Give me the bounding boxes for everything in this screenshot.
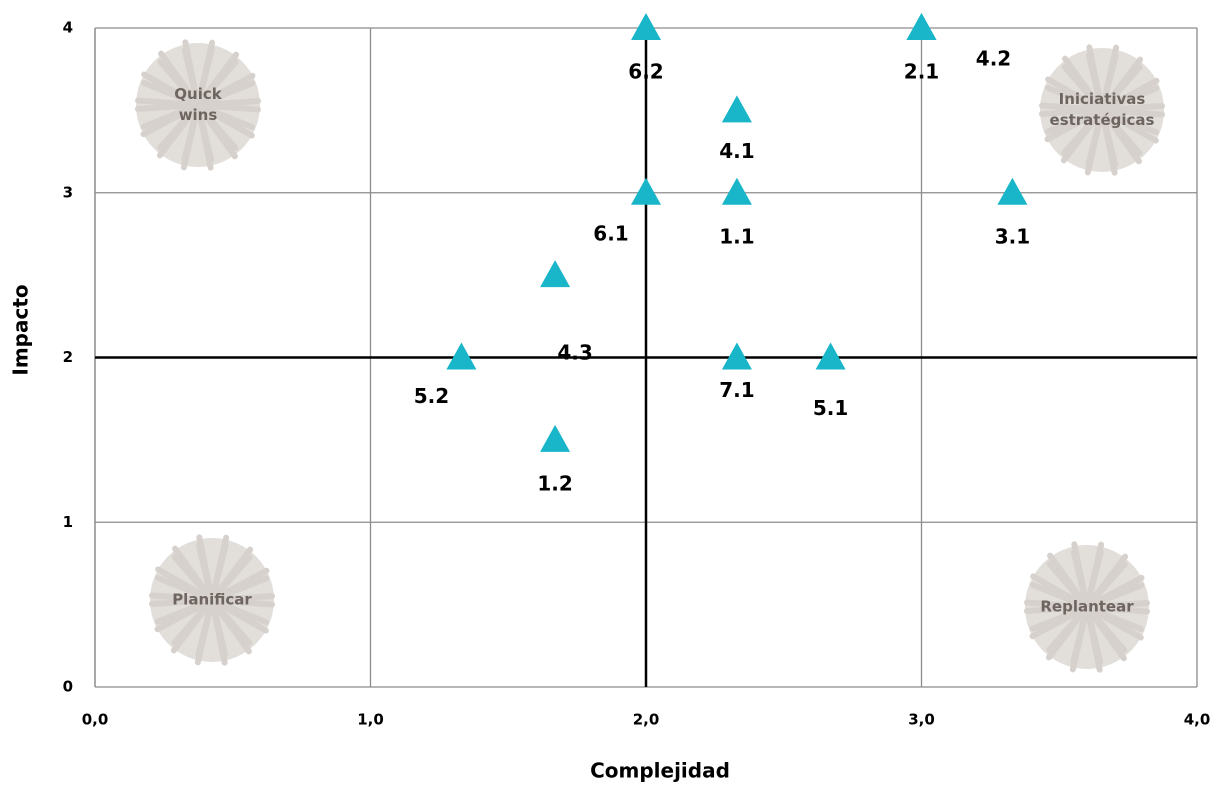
y-tick-label: 2 (63, 348, 73, 366)
x-tick-label: 1,0 (357, 711, 384, 729)
quadrant-label: Quick (174, 85, 222, 103)
point-label: 3.1 (995, 224, 1030, 248)
point-label: 1.1 (719, 224, 754, 248)
quadrant-badge: Iniciativas estratégicas (1040, 47, 1164, 172)
point-label: 6.2 (628, 60, 663, 84)
x-tick-label: 3,0 (908, 711, 935, 729)
y-axis-title: Impacto (9, 284, 33, 375)
y-tick-label: 3 (63, 183, 73, 201)
marker (540, 260, 570, 287)
y-tick-label: 1 (63, 513, 73, 531)
quadrant-label: Replantear (1040, 598, 1134, 616)
quadrant-label: wins (179, 106, 218, 124)
y-tick-label: 4 (63, 19, 73, 37)
quadrant-label: Iniciativas (1059, 90, 1146, 108)
point-label: 7.1 (719, 378, 754, 402)
x-tick-label: 0,0 (82, 711, 109, 729)
quadrant-badge: Planificar (150, 537, 274, 662)
marker (722, 178, 752, 205)
x-axis-title: Complejidad (590, 759, 730, 783)
quadrant-label: Planificar (172, 591, 252, 609)
point-label: 2.1 (904, 60, 939, 84)
quadrant-badge: Quick wins (136, 42, 260, 167)
point-label: 4.1 (719, 139, 754, 163)
marker (816, 343, 846, 370)
point-label: 5.1 (813, 396, 848, 420)
marker (722, 95, 752, 122)
point-label: 4.2 (976, 47, 1011, 71)
marker (907, 13, 937, 40)
y-tick-label: 0 (63, 678, 73, 696)
point-label: 5.2 (414, 384, 449, 408)
marker (631, 178, 661, 205)
marker (722, 343, 752, 370)
point-label: 1.2 (537, 471, 572, 495)
x-tick-label: 4,0 (1184, 711, 1211, 729)
point-label: 6.1 (593, 221, 628, 245)
marker (997, 178, 1027, 205)
marker (631, 13, 661, 40)
chart: Quick wins Iniciativas estratégicas Planific… (0, 0, 1217, 785)
marker (540, 425, 570, 452)
x-tick-label: 2,0 (633, 711, 660, 729)
point-label: 4.3 (557, 341, 592, 365)
quadrant-label: estratégicas (1050, 111, 1155, 129)
quadrant-badge: Replantear (1025, 544, 1149, 669)
marker (446, 343, 476, 370)
